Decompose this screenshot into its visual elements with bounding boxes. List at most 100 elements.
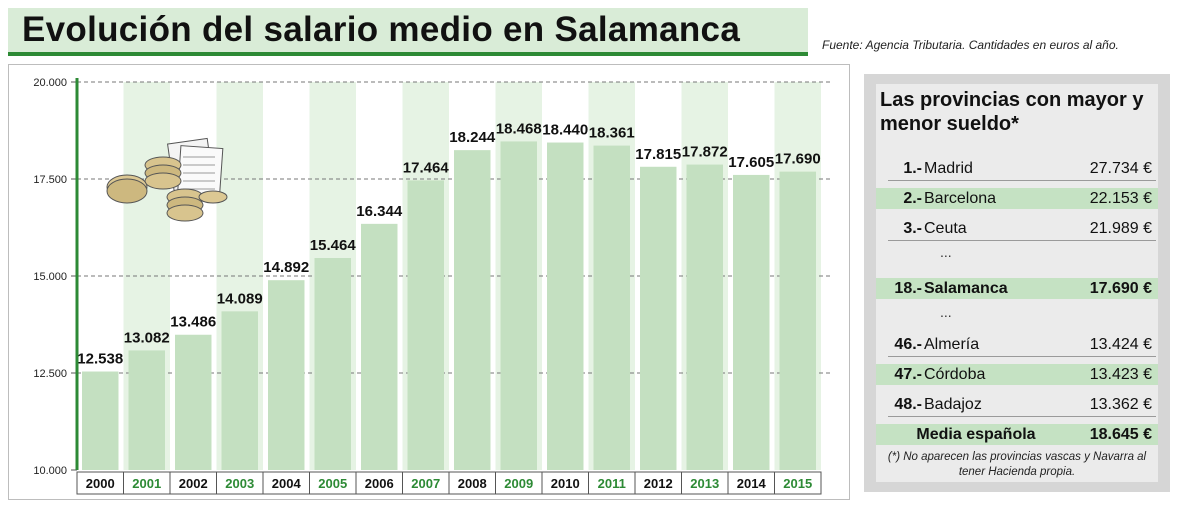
province-row: 3.- Ceuta 21.989 € (876, 218, 1158, 239)
data-label: 13.082 (124, 329, 170, 346)
province-rank: 2.- (903, 190, 922, 207)
province-salary: 17.690 € (1089, 280, 1152, 297)
province-row: 47.- Córdoba 13.423 € (876, 364, 1158, 385)
province-name: Salamanca (924, 280, 1008, 297)
coins-and-banknotes-icon (106, 137, 228, 222)
x-tick-label: 2011 (598, 476, 626, 491)
data-label: 18.468 (496, 120, 542, 137)
province-name: Madrid (924, 160, 973, 177)
province-rank: 1.- (903, 160, 922, 177)
chart-title: Evolución del salario medio en Salamanca (22, 10, 741, 49)
data-label: 13.486 (170, 314, 216, 331)
province-name: Badajoz (924, 396, 982, 413)
data-label: 16.344 (356, 203, 403, 220)
bar (221, 311, 258, 470)
province-salary: 13.362 € (1089, 396, 1152, 413)
x-tick-label: 2001 (132, 476, 161, 491)
x-tick-label: 2008 (458, 476, 487, 491)
province-salary: 13.423 € (1089, 366, 1152, 383)
province-name: Córdoba (924, 366, 986, 383)
chart-area: 10.000 12.500 15.000 17.500 20.000 12.538 13.0… (8, 64, 850, 500)
data-label: 17.605 (728, 154, 774, 171)
bar-chart: 10.000 12.500 15.000 17.500 20.000 12.53813.0… (33, 77, 831, 495)
footnote: (*) No aparecen las provincias vascas y … (887, 451, 1147, 478)
province-rank: 46.- (894, 336, 922, 353)
province-salary: 21.989 € (1089, 220, 1152, 237)
bar (500, 141, 537, 470)
national-average-label: Media española (916, 426, 1036, 443)
x-tick-label: 2005 (318, 476, 347, 491)
y-tick-label: 15.000 (33, 271, 67, 283)
data-label: 17.872 (682, 144, 728, 161)
x-tick-label: 2006 (365, 476, 394, 491)
panel-title: Las provincias con mayor y menor sueldo* (880, 89, 1144, 135)
x-tick-label: 2000 (86, 476, 115, 491)
row-divider (888, 180, 1156, 181)
bar (268, 280, 305, 470)
x-tick-label: 2015 (783, 476, 812, 491)
ellipsis: ... (940, 304, 952, 320)
x-tick-label: 2009 (504, 476, 533, 491)
province-name: Ceuta (924, 220, 967, 237)
data-label: 17.464 (403, 159, 450, 176)
bar (779, 171, 816, 470)
province-rank: 47.- (894, 366, 922, 383)
national-average-row: Media española 18.645 € (876, 424, 1158, 445)
bar (128, 350, 165, 470)
province-row-highlight: 18.- Salamanca 17.690 € (876, 278, 1158, 299)
province-salary: 13.424 € (1089, 336, 1152, 353)
data-label: 17.815 (635, 146, 681, 163)
y-tick-label: 17.500 (33, 174, 67, 186)
x-tick-label: 2007 (411, 476, 440, 491)
bar (175, 334, 212, 470)
y-tick-label: 12.500 (33, 368, 67, 380)
province-ranking-panel: Las provincias con mayor y menor sueldo*… (864, 74, 1170, 492)
national-average-value: 18.645 € (1089, 426, 1152, 443)
data-label: 15.464 (310, 237, 357, 254)
bar (593, 145, 630, 470)
data-label: 14.892 (263, 259, 309, 276)
data-label: 18.361 (589, 125, 635, 142)
bar (82, 371, 119, 470)
x-tick-label: 2012 (644, 476, 673, 491)
province-row: 1.- Madrid 27.734 € (876, 158, 1158, 179)
bar (454, 150, 491, 470)
bar (407, 180, 444, 470)
row-divider (888, 416, 1156, 417)
x-tick-label: 2010 (551, 476, 580, 491)
data-label: 17.690 (775, 151, 821, 168)
bar (733, 174, 770, 470)
title-banner: Evolución del salario medio en Salamanca (8, 8, 808, 56)
x-tick-label: 2003 (225, 476, 254, 491)
province-salary: 27.734 € (1089, 160, 1152, 177)
province-rank: 18.- (894, 280, 922, 297)
x-tick-label: 2014 (737, 476, 767, 491)
bar (640, 166, 677, 470)
source-note: Fuente: Agencia Tributaria. Cantidades e… (822, 38, 1119, 52)
x-tick-label: 2004 (272, 476, 302, 491)
province-row: 46.- Almería 13.424 € (876, 334, 1158, 355)
bar (361, 223, 398, 470)
data-label: 18.244 (449, 129, 496, 146)
y-tick-label: 10.000 (33, 465, 67, 477)
province-name: Almería (924, 336, 980, 353)
province-ranking-box: Las provincias con mayor y menor sueldo*… (876, 84, 1158, 482)
x-tick-label: 2002 (179, 476, 208, 491)
province-name: Barcelona (924, 190, 997, 207)
data-label: 18.440 (542, 122, 588, 139)
bar (547, 142, 584, 470)
province-row: 48.- Badajoz 13.362 € (876, 394, 1158, 415)
province-row: 2.- Barcelona 22.153 € (876, 188, 1158, 209)
bar (686, 164, 723, 470)
data-label: 14.089 (217, 290, 263, 307)
ellipsis: ... (940, 244, 952, 260)
row-divider (888, 240, 1156, 241)
data-label: 12.538 (77, 351, 123, 368)
province-salary: 22.153 € (1089, 190, 1152, 207)
x-tick-label: 2013 (690, 476, 719, 491)
bar (314, 257, 351, 470)
row-divider (888, 356, 1156, 357)
province-rank: 48.- (894, 396, 922, 413)
y-tick-label: 20.000 (33, 77, 67, 89)
province-rank: 3.- (903, 220, 922, 237)
